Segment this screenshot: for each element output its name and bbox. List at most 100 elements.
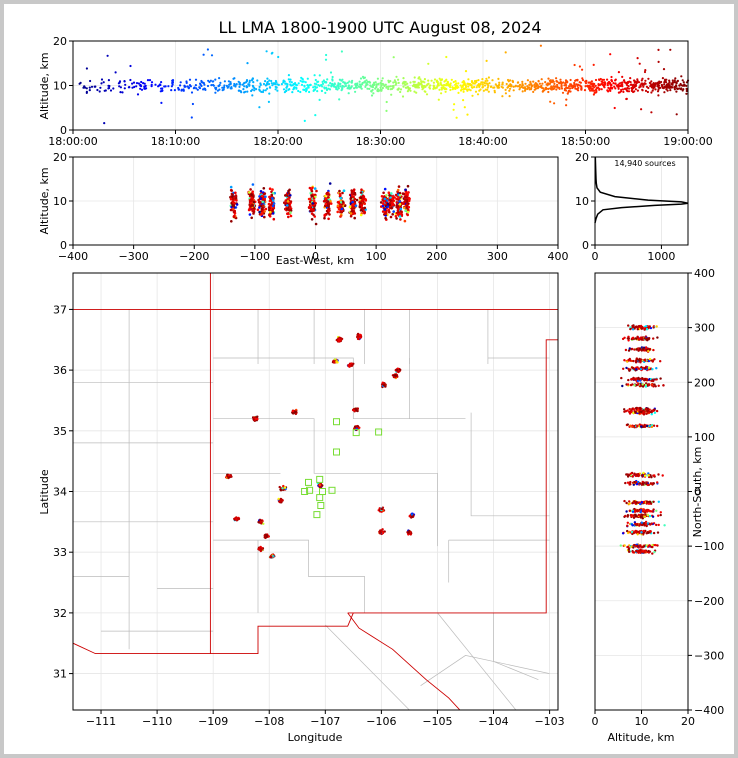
source-point: [398, 203, 402, 206]
source-point: [327, 84, 330, 87]
source-point: [350, 81, 353, 84]
source-point: [650, 80, 653, 83]
source-point: [225, 84, 228, 87]
source-point: [438, 88, 441, 91]
source-point: [187, 87, 190, 90]
source-point: [656, 336, 659, 339]
source-point: [173, 89, 176, 92]
source-point: [352, 188, 356, 191]
source-point: [258, 210, 261, 214]
source-point: [121, 91, 124, 94]
source-point: [114, 71, 117, 74]
source-point: [669, 89, 672, 92]
source-point: [359, 213, 363, 217]
source-point: [666, 86, 669, 89]
source-point: [652, 326, 655, 329]
source-point: [317, 84, 320, 87]
source-point: [232, 201, 235, 204]
source-point: [299, 90, 302, 94]
source-point: [124, 83, 127, 86]
source-point: [90, 85, 94, 88]
source-point: [262, 89, 265, 92]
source-point: [235, 203, 239, 206]
source-point: [414, 83, 417, 86]
source-point: [232, 77, 235, 80]
source-point: [206, 48, 209, 51]
source-point: [216, 89, 219, 92]
source-point: [264, 89, 267, 92]
source-point: [404, 198, 407, 202]
plan-view-panel: −111 −110 −109 −108 −107 −106 −105 −104 −103 31 32…: [38, 272, 565, 744]
source-point: [432, 81, 435, 84]
source-point: [475, 86, 478, 89]
ns-height-y-tick-label: 400: [694, 267, 715, 280]
source-point: [389, 196, 392, 200]
source-point: [570, 83, 573, 86]
source-point: [353, 87, 356, 90]
source-point: [504, 92, 507, 95]
source-point: [663, 91, 666, 94]
station-marker: [352, 429, 360, 437]
source-point: [633, 348, 636, 351]
source-point: [397, 185, 401, 188]
source-point: [621, 83, 624, 86]
source-point: [257, 521, 260, 524]
source-point: [647, 383, 651, 387]
source-point: [635, 348, 638, 351]
source-point: [633, 508, 637, 512]
source-point: [268, 187, 272, 190]
source-point: [365, 79, 368, 82]
source-point: [395, 201, 399, 204]
source-point: [343, 204, 347, 207]
source-point: [300, 83, 304, 86]
source-point: [234, 191, 237, 195]
source-point: [150, 85, 153, 88]
source-point: [382, 191, 385, 195]
source-point: [353, 425, 357, 428]
source-point: [642, 85, 645, 88]
source-point: [277, 55, 280, 59]
source-point: [425, 93, 429, 96]
source-point: [382, 383, 386, 387]
source-point: [359, 196, 363, 199]
source-point: [314, 222, 318, 226]
source-point: [88, 86, 91, 89]
source-point: [223, 80, 226, 83]
source-point: [256, 415, 259, 418]
source-point: [489, 85, 492, 88]
source-point: [474, 90, 478, 93]
source-point: [641, 88, 644, 91]
source-point: [652, 385, 655, 388]
ns-height-sources: [619, 324, 666, 555]
source-point: [623, 336, 626, 339]
source-point: [632, 546, 635, 549]
source-point: [270, 555, 273, 558]
source-point: [329, 82, 332, 85]
source-point: [478, 84, 481, 87]
source-point: [272, 202, 276, 205]
source-point: [336, 84, 339, 87]
source-point: [648, 544, 651, 547]
source-point: [355, 409, 358, 412]
source-point: [301, 78, 304, 81]
source-point: [621, 75, 624, 78]
source-point: [132, 81, 136, 84]
source-point: [628, 80, 631, 83]
source-point: [602, 78, 606, 81]
source-point: [638, 482, 642, 485]
source-point: [567, 89, 571, 92]
source-point: [232, 204, 236, 208]
source-point: [648, 514, 652, 518]
source-point: [395, 75, 398, 78]
source-point: [631, 328, 635, 331]
source-point: [252, 418, 255, 421]
source-point: [334, 86, 337, 89]
source-point: [383, 195, 386, 198]
source-point: [261, 198, 265, 201]
source-point: [638, 524, 641, 527]
source-point: [348, 363, 352, 366]
source-point: [580, 88, 583, 91]
source-point: [463, 82, 466, 85]
source-point: [396, 209, 400, 212]
source-point: [614, 82, 617, 85]
